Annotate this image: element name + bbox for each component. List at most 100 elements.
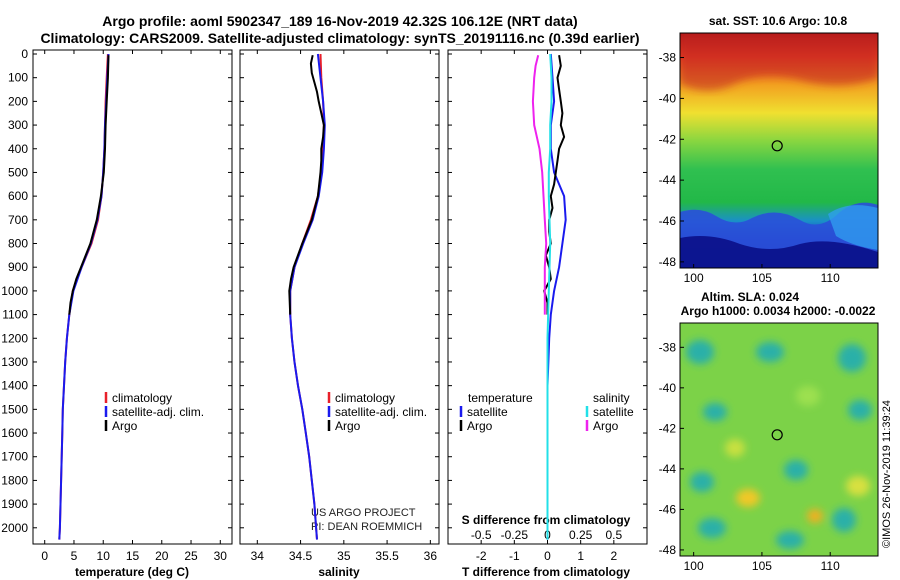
sla-blob <box>686 340 714 364</box>
x-tick-label: 20 <box>155 549 169 563</box>
depth-tick-label: 200 <box>8 94 28 108</box>
depth-tick-label: 1200 <box>1 331 28 345</box>
sla-blob <box>846 476 870 496</box>
legend-title-temperature: temperature <box>468 391 533 405</box>
x-tick-label: 0 <box>41 549 48 563</box>
series-line-argo <box>68 55 110 315</box>
map-y-tick-label: -40 <box>659 91 677 105</box>
map-y-tick-label: -46 <box>659 214 677 228</box>
map-y-tick-label: -44 <box>659 173 677 187</box>
sla-blob <box>796 386 820 406</box>
sst-warm-blob <box>680 33 878 91</box>
legend-satellite: satellite-adj. clim. <box>335 405 427 419</box>
legend-t-argo: Argo <box>467 419 493 433</box>
depth-tick-label: 2000 <box>1 521 28 535</box>
sla-axes: 100 105 110 -38 -40 -42 -44 -46 -48 <box>659 340 840 573</box>
map-x-tick-label: 100 <box>684 559 704 573</box>
sla-blob <box>698 518 726 538</box>
figure-title-line1: Argo profile: aoml 5902347_189 16-Nov-20… <box>102 13 577 29</box>
series-line-argo <box>288 54 325 315</box>
map-y-tick-label: -40 <box>659 381 677 395</box>
x-tick-label: 25 <box>184 549 198 563</box>
series-line-s-argo <box>531 54 548 315</box>
depth-tick-label: 400 <box>8 142 28 156</box>
sla-blobs <box>686 340 872 549</box>
temperature-xlabel: temperature (deg C) <box>75 565 189 579</box>
sst-axes: 100 105 110 -38 -40 -42 -44 -46 -48 <box>659 51 840 285</box>
temperature-panel <box>32 49 233 545</box>
x-tick-label: 35.5 <box>375 549 399 563</box>
sst-argo-marker <box>771 140 783 152</box>
legend-climatology: climatology <box>112 391 172 405</box>
sla-blob <box>725 439 745 457</box>
s-tick-label: -0.25 <box>501 528 529 542</box>
legend-climatology: climatology <box>335 391 395 405</box>
map-y-tick-label: -48 <box>659 255 677 269</box>
map-x-tick-label: 100 <box>684 271 704 285</box>
x-tick-label: 2 <box>610 549 617 563</box>
series-line-satellite-adj-clim- <box>58 53 110 540</box>
series-line-satellite-adj-clim- <box>289 53 326 540</box>
depth-tick-label: 1600 <box>1 426 28 440</box>
figure-title-line2: Climatology: CARS2009. Satellite-adjuste… <box>40 30 639 46</box>
sla-blob <box>736 489 760 507</box>
series-line-climatology <box>289 53 325 540</box>
depth-tick-label: 900 <box>8 260 28 274</box>
depth-tick-label: 0 <box>21 47 28 61</box>
s-tick-label: -0.5 <box>471 528 492 542</box>
legend-satellite: satellite-adj. clim. <box>112 405 204 419</box>
x-tick-label: -2 <box>476 549 487 563</box>
sla-map-title: Altim. SLA: 0.024 <box>701 290 799 304</box>
sla-argo-marker <box>771 429 783 441</box>
map-y-tick-label: -44 <box>659 462 677 476</box>
difference-temperature-legend: temperature satellite Argo <box>459 391 533 433</box>
depth-tick-label: 100 <box>8 71 28 85</box>
map-y-tick-label: -42 <box>659 132 677 146</box>
depth-tick-label: 1700 <box>1 450 28 464</box>
series-line-climatology <box>58 53 109 540</box>
project-annotation: US ARGO PROJECT <box>311 507 416 519</box>
sst-cyan-patch <box>828 205 878 250</box>
series-layer <box>58 53 567 540</box>
sla-blob <box>784 460 808 480</box>
x-tick-label: 5 <box>71 549 78 563</box>
sla-blob <box>838 344 866 372</box>
sla-map-frame <box>679 322 879 557</box>
x-tick-label: -1 <box>509 549 520 563</box>
salinity-xlabel: salinity <box>318 565 360 579</box>
sla-blob <box>776 531 804 549</box>
x-tick-label: 34.5 <box>289 549 313 563</box>
depth-tick-label: 500 <box>8 165 28 179</box>
x-tick-label: 0 <box>544 549 551 563</box>
legend-title-salinity: salinity <box>593 391 630 405</box>
depth-tick-label: 600 <box>8 189 28 203</box>
depth-tick-label: 1800 <box>1 473 28 487</box>
depth-tick-label: 300 <box>8 118 28 132</box>
difference-xlabel: T difference from climatology <box>462 565 630 579</box>
depth-tick-label: 1000 <box>1 284 28 298</box>
depth-tick-label: 1900 <box>1 497 28 511</box>
map-y-tick-label: -42 <box>659 421 677 435</box>
sst-map-title: sat. SST: 10.6 Argo: 10.8 <box>709 14 848 28</box>
sla-blob <box>703 403 727 421</box>
x-tick-label: 15 <box>126 549 140 563</box>
x-tick-label: 30 <box>214 549 228 563</box>
depth-tick-label: 700 <box>8 213 28 227</box>
s-tick-label: 0.25 <box>569 528 593 542</box>
difference-xlabel-top: S difference from climatology <box>462 513 631 527</box>
series-line-s-satellite <box>546 53 553 540</box>
depth-tick-label: 1500 <box>1 402 28 416</box>
legend-s-satellite: satellite <box>593 405 634 419</box>
sla-blob <box>848 400 872 420</box>
map-y-tick-label: -38 <box>659 340 677 354</box>
depth-tick-label: 1300 <box>1 355 28 369</box>
temperature-legend: climatology satellite-adj. clim. Argo <box>104 391 204 433</box>
legend-argo: Argo <box>335 419 361 433</box>
map-y-tick-label: -48 <box>659 543 677 557</box>
credit-text: ©IMOS 26-Nov-2019 11:39:24 <box>881 400 893 548</box>
difference-salinity-legend: salinity satellite Argo <box>585 391 634 433</box>
pi-annotation: PI: DEAN ROEMMICH <box>311 521 422 533</box>
sla-blob <box>807 509 823 523</box>
sst-map-frame <box>679 32 879 269</box>
